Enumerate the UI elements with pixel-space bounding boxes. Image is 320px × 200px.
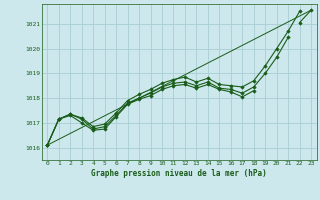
X-axis label: Graphe pression niveau de la mer (hPa): Graphe pression niveau de la mer (hPa) xyxy=(91,169,267,178)
